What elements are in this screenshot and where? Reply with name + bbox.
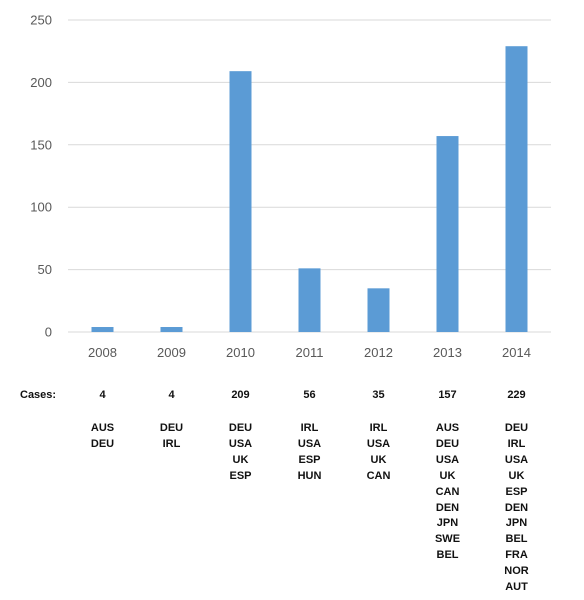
cases-label: Cases:: [20, 389, 57, 401]
x-tick-label: 2010: [226, 345, 255, 360]
country-code: DEN: [435, 501, 460, 514]
x-tick-label: 2013: [433, 345, 462, 360]
country-code: HUN: [297, 469, 322, 482]
country-code: UK: [508, 469, 525, 482]
country-code: JPN: [436, 517, 459, 530]
country-code: ESP: [229, 469, 252, 482]
country-list: DEU USA UK ESP: [211, 421, 271, 485]
case-count: 157: [438, 389, 457, 401]
case-count: 35: [372, 389, 385, 401]
country-code: SWE: [434, 533, 461, 546]
case-count: 4: [168, 389, 175, 401]
country-list: IRL USA ESP HUN: [280, 421, 340, 485]
country-code: BEL: [505, 533, 528, 546]
bar: [367, 288, 390, 332]
y-tick-label: 200: [30, 75, 52, 90]
case-count: 209: [231, 389, 250, 401]
case-count: 229: [507, 389, 526, 401]
country-code: DEU: [228, 422, 253, 434]
country-list: DEU IRL: [142, 421, 202, 453]
x-tick-label: 2009: [157, 345, 186, 360]
case-count: 4: [99, 389, 106, 401]
country-code: USA: [366, 437, 391, 450]
y-tick-label: 150: [30, 137, 52, 152]
country-code: NOR: [504, 565, 529, 578]
y-tick-label: 0: [45, 325, 52, 340]
y-tick-label: 100: [30, 200, 52, 215]
x-tick-label: 2014: [502, 345, 531, 360]
country-code: UK: [232, 453, 249, 466]
bar: [436, 136, 459, 332]
bar: [91, 327, 114, 332]
country-code: ESP: [505, 485, 528, 498]
x-tick-label: 2012: [364, 345, 393, 360]
country-code: DEU: [435, 437, 460, 450]
bar: [160, 327, 183, 332]
country-list: AUS DEU: [73, 421, 133, 453]
country-code: DEU: [504, 422, 529, 434]
country-code: IRL: [162, 437, 181, 450]
country-code: DEU: [159, 422, 184, 434]
country-code: BEL: [436, 549, 459, 562]
country-list: DEU IRL USA UK ESP DEN JPN BEL FRA NOR AUT: [487, 421, 547, 596]
x-tick-label: 2011: [296, 345, 324, 360]
country-code: CAN: [435, 485, 460, 498]
country-code: USA: [504, 453, 529, 466]
x-tick-label: 2008: [88, 345, 117, 360]
country-code: JPN: [505, 517, 528, 530]
country-code: AUT: [505, 581, 528, 594]
y-tick-label: 250: [30, 13, 52, 28]
country-code: UK: [439, 469, 456, 482]
country-code: AUS: [90, 422, 115, 434]
country-code: USA: [435, 453, 460, 466]
country-code: USA: [228, 437, 253, 450]
bar: [229, 71, 252, 332]
country-list: AUS DEU USA UK CAN DEN JPN SWE BEL: [418, 421, 478, 564]
country-code: CAN: [366, 469, 391, 482]
country-code: DEU: [90, 437, 115, 450]
country-code: FRA: [505, 549, 528, 562]
country-code: DEN: [504, 501, 529, 514]
country-code: IRL: [507, 437, 526, 450]
bar: [505, 46, 528, 332]
country-code: UK: [370, 453, 387, 466]
country-code: AUS: [435, 422, 460, 434]
country-code: IRL: [369, 422, 388, 434]
bar: [298, 268, 321, 332]
country-code: USA: [297, 437, 322, 450]
country-list: IRL USA UK CAN: [349, 421, 409, 485]
bar-chart: 0 50 100 150 200 250 2008 2009 2010 2011 2012 2013 2…: [30, 13, 551, 360]
y-tick-label: 50: [38, 262, 52, 277]
case-count: 56: [303, 389, 316, 401]
country-code: IRL: [300, 422, 319, 434]
country-code: ESP: [298, 453, 321, 466]
